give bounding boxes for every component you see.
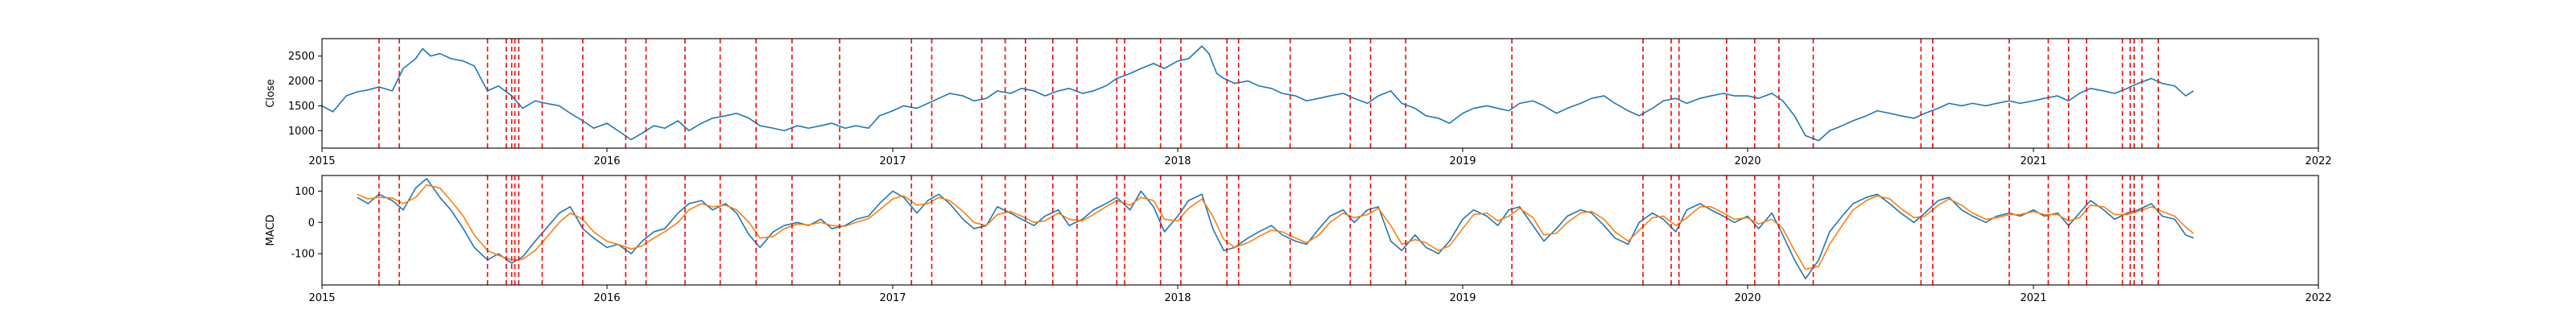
close-y-axis-label: Close — [265, 79, 277, 107]
macd-x-tick-label: 2015 — [308, 292, 335, 304]
macd-y-tick-label: 100 — [295, 186, 315, 198]
macd-x-tick-label: 2017 — [879, 292, 906, 304]
close-y-tick-label: 2500 — [288, 51, 315, 63]
close-y-tick-label: 2000 — [288, 76, 315, 88]
macd-signal-line — [357, 184, 2194, 270]
close-close-line — [322, 45, 2194, 142]
close-price-panel: 2015 2016 2017 2018 2019 2020 2021 2022 1000 1500… — [265, 38, 2332, 167]
close-y-tick-label: 1500 — [288, 101, 315, 113]
macd-x-tick-label: 2021 — [2020, 292, 2046, 304]
close-axes-frame — [321, 38, 2319, 149]
macd-y-axis-label: MACD — [265, 215, 277, 246]
macd-x-tick-label: 2016 — [593, 292, 620, 304]
close-x-tick-label: 2018 — [1164, 155, 1191, 167]
macd-y-tick-label: -100 — [291, 249, 315, 261]
macd-axes-frame — [321, 175, 2319, 286]
macd-x-tick-label: 2022 — [2305, 292, 2331, 304]
close-x-tick-label: 2017 — [879, 155, 906, 167]
macd-x-tick-label: 2019 — [1449, 292, 1476, 304]
close-y-tick-label: 1000 — [288, 126, 315, 138]
macd-y-tick-label: 0 — [308, 217, 315, 229]
close-x-tick-label: 2015 — [308, 155, 335, 167]
close-x-tick-label: 2020 — [1734, 155, 1761, 167]
close-x-tick-label: 2021 — [2020, 155, 2046, 167]
macd-macd-line — [357, 178, 2194, 280]
close-x-tick-label: 2019 — [1449, 155, 1476, 167]
macd-x-tick-label: 2020 — [1734, 292, 1761, 304]
macd-x-tick-label: 2018 — [1164, 292, 1191, 304]
close-x-tick-label: 2022 — [2305, 155, 2331, 167]
close-x-tick-label: 2016 — [593, 155, 620, 167]
macd-panel: 2015 2016 2017 2018 2019 2020 2021 2022 -100 0 100… — [265, 175, 2332, 304]
